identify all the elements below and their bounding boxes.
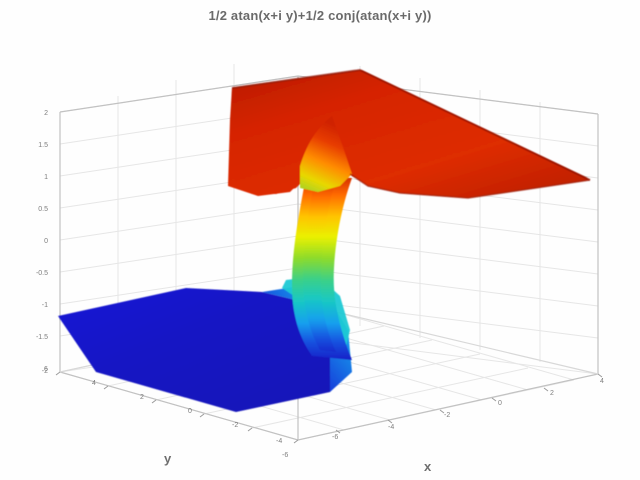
surface-upper-sheet-main: [230, 70, 590, 198]
z-tick-6: -1: [41, 302, 48, 309]
x-tick-3: 0: [498, 400, 502, 407]
z-tick-1: 1.5: [38, 142, 48, 149]
z-tick-4: 0: [44, 238, 48, 245]
surface-plot: [58, 68, 591, 412]
z-tick-8: -2: [41, 368, 48, 375]
y-tick-2: 2: [140, 394, 144, 401]
z-tick-7: -1.5: [35, 334, 48, 341]
surface-ramp-highlight: [302, 180, 336, 352]
x-tick-4: 2: [550, 390, 554, 397]
surface-lower-sheet: [58, 288, 330, 412]
z-tick-0: 2: [44, 110, 48, 117]
plot-title: 1/2 atan(x+i y)+1/2 conj(atan(x+i y)): [208, 8, 432, 23]
y-tick-0: 6: [44, 366, 48, 373]
z-tick-2: 1: [44, 174, 48, 181]
surface-upper-neck-blend: [300, 116, 352, 192]
y-tick-1: 4: [92, 380, 96, 387]
x-axis-label: x: [424, 459, 432, 474]
x-tick-5: 4: [600, 378, 604, 385]
surface-upper-edge-front: [349, 173, 591, 199]
surface-upper-edge: [231, 68, 591, 181]
y-tick-5: -4: [276, 438, 283, 445]
x-tick-1: -4: [388, 424, 395, 431]
x-tick-0: -6: [332, 434, 339, 441]
floor-tick-marks: [55, 371, 603, 444]
z-tick-5: -0.5: [35, 270, 48, 277]
y-tick-3: 0: [188, 408, 192, 415]
z-tick-3: 0.5: [38, 206, 48, 213]
y-tick-4: -2: [232, 422, 239, 429]
x-tick-2: -2: [444, 412, 451, 419]
y-tick-6: -6: [282, 452, 289, 459]
y-axis-label: y: [164, 451, 172, 466]
